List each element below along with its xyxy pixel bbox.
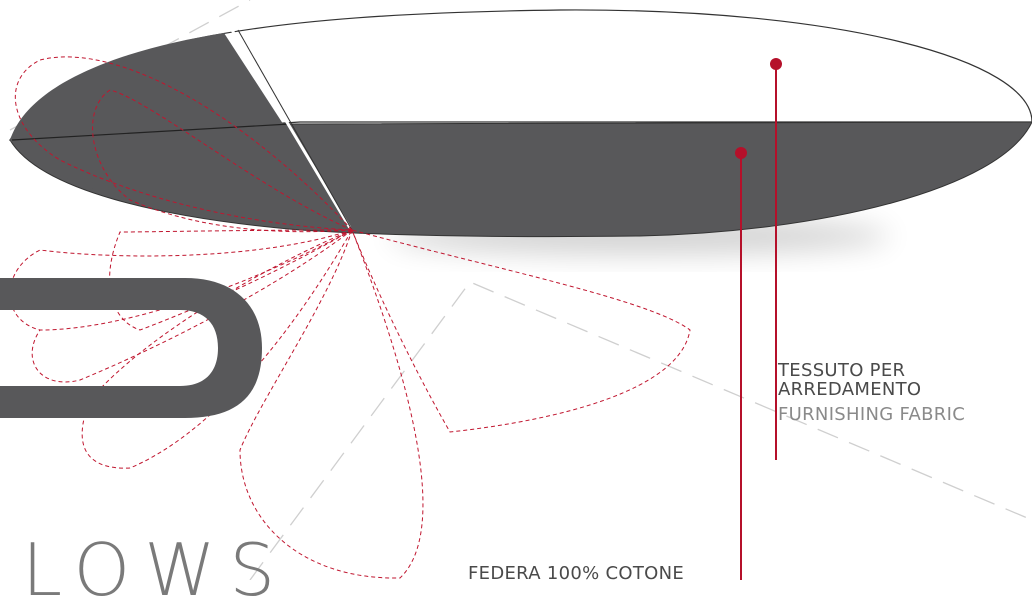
callout-dot-lining <box>735 147 747 159</box>
label-furnishing-italian: TESSUTO PER ARREDAMENTO <box>778 360 922 400</box>
label-lining-italian: FEDERA 100% COTONE <box>468 563 685 584</box>
label-furnishing-english: FURNISHING FABRIC <box>778 404 966 425</box>
label-furnishing-fabric: TESSUTO PER ARREDAMENTO FURNISHING FABRI… <box>778 361 978 425</box>
flap-seam-line <box>11 123 291 141</box>
petal <box>92 89 353 233</box>
petal <box>239 228 424 579</box>
label-cotton-lining: FEDERA 100% COTONE <box>468 564 684 583</box>
callout-lining <box>735 147 747 580</box>
petal <box>14 56 354 231</box>
callout-dot-furnishing <box>770 58 782 70</box>
petal <box>31 229 353 383</box>
cushion-flap-dark <box>10 33 352 230</box>
callout-furnishing <box>770 58 782 460</box>
cushion-diagram <box>0 0 1032 580</box>
flap-edge-light <box>230 29 352 229</box>
flap-edge-dark <box>237 29 353 231</box>
brand-letterform <box>0 278 262 418</box>
brand-partial-text: LOWS <box>22 528 290 612</box>
petal <box>81 228 354 469</box>
petal <box>351 229 691 433</box>
construction-line-diagonal <box>249 281 1032 580</box>
